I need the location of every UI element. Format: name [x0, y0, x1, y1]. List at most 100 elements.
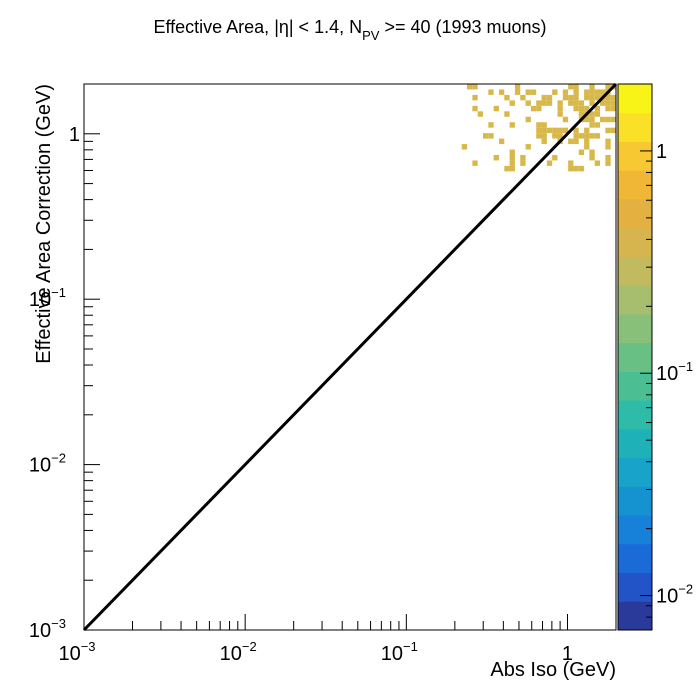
z-tick-label-base: 10: [656, 363, 678, 385]
chart-title-suffix: >= 40 (1993 muons): [379, 17, 546, 37]
heatmap-bin: [541, 127, 547, 134]
z-axis-tick-labels: 10−210−11: [656, 141, 693, 608]
palette-swatch: [618, 112, 652, 142]
heatmap-bin: [525, 100, 531, 106]
x-tick-label-exponent: −1: [403, 639, 418, 654]
heatmap-bin: [589, 154, 595, 161]
heatmap-bin: [589, 149, 595, 155]
x-tick-label: 10−1: [381, 639, 418, 665]
color-palette: [617, 83, 653, 631]
heatmap-bin: [488, 133, 494, 139]
heatmap-bin: [509, 160, 515, 166]
heatmap-bin: [610, 94, 616, 101]
heatmap-bin: [589, 122, 595, 128]
heatmap-bin: [605, 154, 611, 161]
heatmap-bin: [605, 160, 611, 166]
heatmap-bin: [509, 149, 515, 155]
plot-frame: [83, 83, 617, 631]
heatmap-bin: [493, 154, 499, 161]
heatmap-bin: [530, 105, 537, 112]
heatmap-bin: [573, 100, 579, 106]
heatmap-bin: [605, 144, 611, 150]
y-tick-label-exponent: −2: [51, 451, 66, 466]
heatmap-bin: [557, 100, 563, 106]
heatmap-bin: [578, 105, 585, 112]
heatmap-bin: [605, 138, 611, 145]
heatmap-bin: [514, 89, 521, 95]
heatmap-bin: [605, 94, 611, 101]
heatmap-bin: [461, 144, 468, 150]
heatmap-bin: [610, 105, 616, 112]
heatmap-bin: [584, 133, 590, 139]
heatmap-bin: [568, 84, 574, 90]
heatmap-bin: [562, 94, 569, 101]
heatmap-bin: [472, 105, 478, 112]
heatmap-bin: [467, 84, 473, 90]
heatmap-bin: [589, 100, 595, 106]
heatmap-bin: [594, 94, 601, 101]
y-tick-label-exponent: −3: [51, 616, 66, 631]
heatmap-bin: [525, 116, 531, 123]
heatmap-bin: [610, 127, 616, 134]
heatmap-bin: [578, 149, 585, 155]
heatmap-bin: [610, 116, 616, 123]
reference-line: [82, 82, 618, 632]
z-tick-label: 10−1: [656, 359, 693, 385]
palette-swatch: [618, 141, 652, 171]
x-tick-label: 10−3: [58, 639, 95, 665]
heatmap-bin: [568, 138, 574, 145]
heatmap-bin: [541, 133, 547, 139]
y-axis-label: Effective Area Correction (GeV): [33, 84, 55, 364]
heatmap-bin: [520, 94, 526, 101]
heatmap-bin: [504, 94, 510, 101]
heatmap-bin: [584, 94, 590, 101]
heatmap-bin: [557, 133, 563, 139]
reference-line-group: [82, 82, 618, 632]
heatmap-bin: [600, 89, 606, 95]
heatmap-bin: [536, 133, 542, 139]
heatmap-bin: [520, 154, 526, 161]
x-axis-ticks: [83, 614, 617, 630]
heatmap-bin: [573, 138, 579, 145]
heatmap-bin: [536, 100, 542, 106]
heatmap-bin: [605, 100, 611, 106]
x-tick-label-exponent: −3: [81, 639, 96, 654]
heatmap-bin: [562, 116, 569, 123]
heatmap-bin: [605, 116, 611, 123]
heatmap-bin: [589, 116, 595, 123]
heatmap-bin: [600, 116, 606, 123]
y-tick-label: 10−3: [29, 616, 66, 642]
palette-swatch: [618, 428, 652, 459]
heatmap-bin: [573, 94, 579, 101]
heatmap-bin: [584, 127, 590, 134]
heatmap-bin: [573, 105, 579, 112]
palette-swatch: [618, 342, 652, 372]
heatmap-bin: [605, 105, 611, 112]
heatmap-bin: [509, 100, 515, 106]
heatmap-bin: [536, 127, 542, 134]
heatmap-bin: [568, 160, 574, 166]
heatmap-bin: [536, 105, 542, 112]
chart-title-prefix: Effective Area, |η| < 1.4, N: [153, 17, 362, 37]
heatmap-bin: [584, 144, 590, 150]
heatmap-bin: [552, 89, 558, 95]
heatmap-bin: [472, 160, 478, 166]
heatmap-bin: [610, 100, 616, 106]
heatmap-bin: [589, 133, 595, 139]
palette-swatch: [618, 400, 652, 430]
heatmap-bin: [573, 127, 579, 134]
heatmap-bin: [483, 133, 489, 139]
heatmap-bin: [589, 111, 595, 117]
heatmap-bin: [472, 94, 478, 101]
chart-title-subscript: PV: [362, 28, 380, 43]
heatmap-bin: [546, 160, 553, 166]
heatmap-bin: [594, 160, 601, 166]
heatmap-bin: [605, 127, 611, 134]
x-axis-tick-labels: 10−3 10−2 10−1 1: [58, 639, 573, 665]
chart-title: Effective Area, |η| < 1.4, NPV >= 40 (19…: [153, 17, 546, 43]
palette-frame: [617, 83, 653, 631]
palette-swatch: [618, 285, 652, 315]
heatmap-bin: [584, 105, 590, 112]
heatmap-bin: [557, 127, 563, 134]
heatmap-bin: [488, 122, 494, 128]
